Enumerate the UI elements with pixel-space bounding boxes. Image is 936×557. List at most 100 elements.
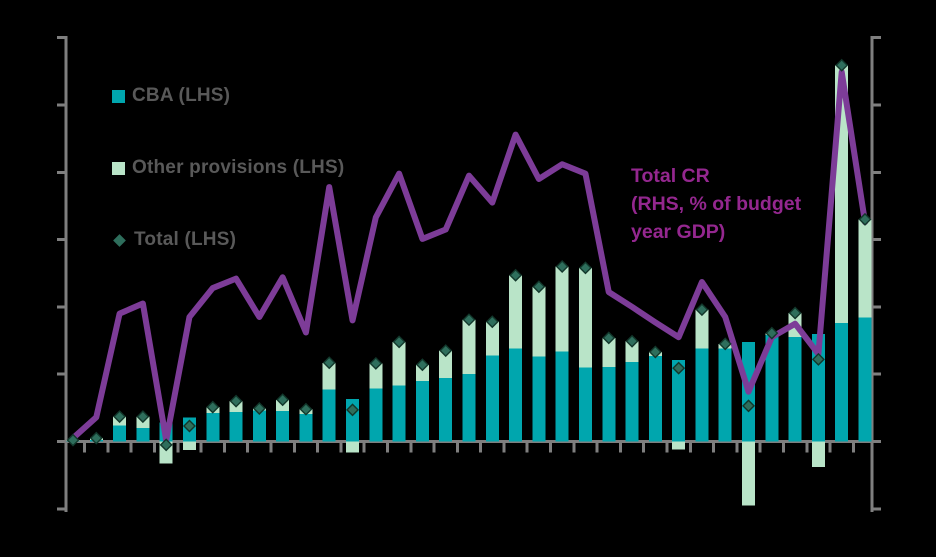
cba-bar [322, 389, 336, 442]
total-diamond-marker [346, 403, 360, 417]
total-diamond-marker [742, 399, 756, 413]
cba-bar [229, 411, 243, 442]
cba-bar [765, 335, 779, 442]
total-diamond-marker [182, 419, 196, 433]
total-diamond-marker [159, 438, 173, 452]
cba-bar [672, 360, 686, 442]
total-diamond-marker [602, 331, 616, 345]
other-provisions-bar [509, 275, 523, 349]
total-cr-line [70, 69, 868, 444]
cba-bar [439, 378, 453, 442]
total-diamond-marker [672, 361, 686, 375]
cba-bar [369, 388, 383, 442]
cba-bar [858, 317, 872, 442]
total-diamond-marker [89, 431, 103, 445]
total-diamond-marker [66, 433, 80, 447]
cba-bar [299, 413, 313, 442]
other-provisions-swatch-icon [112, 161, 125, 175]
cba-bar [788, 337, 802, 442]
total-diamond-marker [206, 400, 220, 414]
total-diamond-marker [765, 326, 779, 340]
total-diamond-marker [532, 280, 546, 294]
total-diamond-marker [858, 212, 872, 226]
cba-bar [695, 348, 709, 442]
total-diamond-marker [648, 345, 662, 359]
total-diamond-marker [299, 402, 313, 416]
total-diamond-marker [113, 410, 127, 424]
other-provisions-bar [625, 341, 639, 363]
other-provisions-bar [485, 321, 499, 356]
total-diamond-marker [439, 344, 453, 358]
total-diamond-marker [718, 337, 732, 351]
cba-bar [462, 374, 476, 442]
cba-bar [206, 413, 220, 442]
annotation-line-2: (RHS, % of budget [631, 193, 802, 215]
total-diamond-marker [811, 352, 825, 366]
total-diamond-marker [578, 261, 592, 275]
other-provisions-bar [602, 337, 616, 367]
other-provisions-bar [392, 341, 406, 386]
cba-bar [509, 348, 523, 442]
annotation-line-1: Total CR [631, 165, 710, 187]
cba-bar [252, 410, 266, 442]
total-diamond-marker [462, 313, 476, 327]
other-provisions-bar [369, 363, 383, 389]
other-provisions-bar [462, 319, 476, 375]
legend-item-total: Total (LHS) [112, 228, 344, 252]
total-diamond-marker [276, 393, 290, 407]
total-diamond-marker [229, 394, 243, 408]
total-diamond-marker [369, 356, 383, 370]
legend-label-other-provisions: Other provisions (LHS) [132, 157, 345, 178]
total-diamond-marker [695, 303, 709, 317]
total-diamond-marker [415, 358, 429, 372]
cba-bar [718, 348, 732, 442]
cba-bar [392, 385, 406, 442]
legend-label-total: Total (LHS) [134, 229, 237, 250]
cba-bar [835, 323, 849, 442]
total-diamond-marker [509, 268, 523, 282]
total-diamond-marker [322, 356, 336, 370]
cba-bar [602, 366, 616, 442]
cba-bar [648, 356, 662, 442]
cba-bar [415, 380, 429, 442]
cba-bar [578, 367, 592, 442]
other-provisions-bar [346, 441, 360, 453]
cba-bar [136, 428, 150, 442]
cba-bar [532, 356, 546, 442]
other-provisions-bar [578, 267, 592, 368]
legend-item-other-provisions: Other provisions (LHS) [112, 156, 344, 180]
other-provisions-bar [415, 364, 429, 381]
other-provisions-bar [858, 219, 872, 318]
other-provisions-bar [182, 441, 196, 451]
total-diamond-marker [625, 334, 639, 348]
other-provisions-bar [532, 286, 546, 357]
other-provisions-bar [672, 441, 686, 450]
total-diamond-marker [392, 335, 406, 349]
total-diamond-marker [252, 402, 266, 416]
other-provisions-bar [695, 309, 709, 349]
total-diamond-marker [788, 306, 802, 320]
cba-bar [625, 362, 639, 442]
chart-legend: CBA (LHS) Other provisions (LHS) Total (… [112, 84, 344, 300]
cba-bar [485, 355, 499, 442]
total-diamond-marker [835, 58, 849, 72]
other-provisions-bar [322, 362, 336, 390]
total-diamond-marker [485, 315, 499, 329]
other-provisions-bar [439, 350, 453, 379]
other-provisions-bar [811, 441, 825, 468]
total-cr-annotation: Total CR (RHS, % of budget year GDP) [631, 162, 801, 246]
total-diamond-marker [136, 410, 150, 424]
legend-label-cba: CBA (LHS) [132, 85, 231, 106]
total-diamond-marker [555, 260, 569, 274]
annotation-line-3: year GDP) [631, 221, 726, 243]
cba-bar [555, 351, 569, 442]
cba-bar [113, 425, 127, 442]
other-provisions-bar [555, 266, 569, 352]
legend-item-cba: CBA (LHS) [112, 84, 344, 108]
other-provisions-bar [742, 441, 756, 506]
cba-swatch-icon [112, 89, 125, 103]
total-diamond-swatch-icon [113, 233, 126, 247]
cba-bar [276, 411, 290, 442]
